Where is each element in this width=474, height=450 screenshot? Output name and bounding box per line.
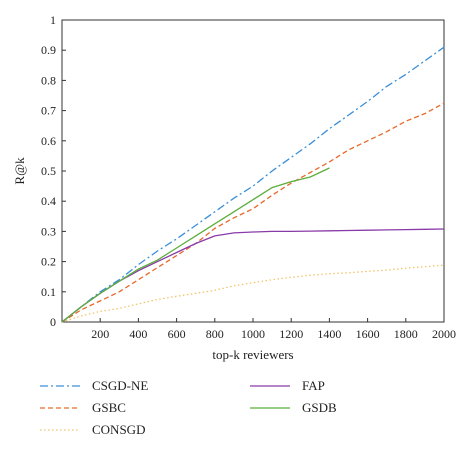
y-axis-label: R@k [12,157,27,185]
x-tick-label: 1000 [241,327,265,341]
x-tick-label: 1400 [317,327,341,341]
y-tick-label: 0.5 [41,164,56,178]
axis-ticks: 200 400 600 800 1000 1200 1400 1600 1800 2000 0 0.1… [41,13,456,341]
x-tick-label: 1800 [394,327,418,341]
y-tick-label: 0.7 [41,104,56,118]
x-tick-label: 600 [168,327,186,341]
legend-label-consgd: CONSGD [92,422,145,437]
series-line-gsdb [61,167,330,323]
legend-label-gsbc: GSBC [92,400,126,415]
series-line-gsbc [61,102,445,323]
y-tick-label: 0.2 [41,255,56,269]
x-tick-label: 200 [91,327,109,341]
y-tick-label: 1 [50,13,56,27]
legend-label-gsdb: GSDB [302,400,337,415]
x-tick-label: 1600 [356,327,380,341]
series-lines [61,46,445,323]
y-tick-label: 0.3 [41,224,56,238]
y-tick-label: 0.6 [41,134,56,148]
x-axis-label: top-k reviewers [212,347,293,362]
x-tick-label: 2000 [432,327,456,341]
legend: CSGD-NE GSBC CONSGD FAP GSDB [40,378,337,437]
legend-label-fap: FAP [302,378,325,393]
x-tick-label: 400 [129,327,147,341]
x-tick-label: 1200 [279,327,303,341]
y-tick-label: 0.9 [41,43,56,57]
y-tick-label: 0.1 [41,285,56,299]
y-tick-label: 0.4 [41,194,56,208]
x-tick-label: 800 [206,327,224,341]
y-tick-label: 0.8 [41,73,56,87]
y-tick-label: 0 [50,315,56,329]
legend-label-csgd-ne: CSGD-NE [92,378,148,393]
